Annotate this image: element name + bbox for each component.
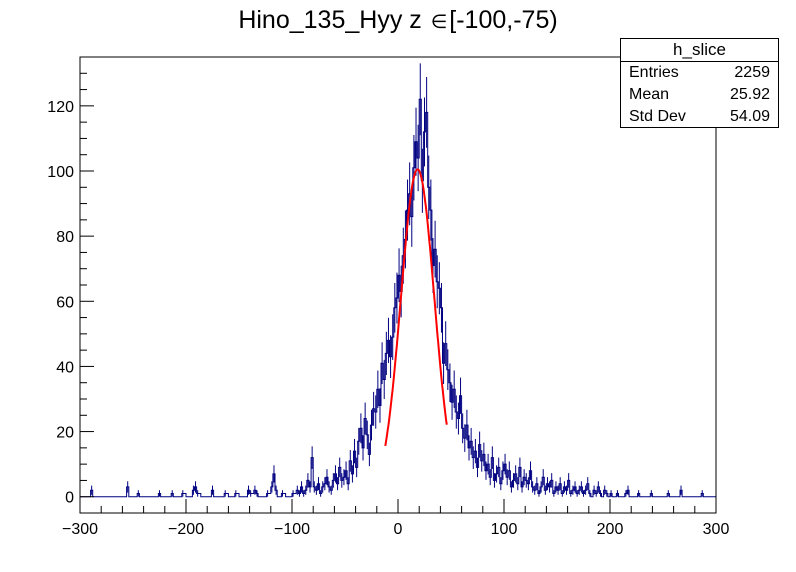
fit-layer	[384, 168, 448, 447]
stats-value: 54.09	[729, 108, 770, 125]
stats-row-stddev: Std Dev 54.09	[621, 106, 778, 128]
stats-value: 25.92	[729, 86, 770, 103]
axes-layer: −300 −200 −100 0 100 200 300 0 20 40 60 80 100 120	[47, 56, 730, 538]
y-tick-label: 120	[47, 99, 74, 116]
stats-value: 2259	[734, 64, 770, 81]
stats-row-entries: Entries 2259	[621, 62, 778, 84]
histogram-outline	[80, 98, 716, 498]
x-tick-label: 200	[597, 521, 624, 538]
y-tick-label: 100	[47, 164, 74, 181]
stats-label: Mean	[629, 86, 670, 103]
chart-title-symbol: ∈	[430, 11, 448, 33]
stats-box: h_slice Entries 2259 Mean 25.92 Std Dev …	[620, 38, 779, 128]
x-tick-label: −300	[62, 521, 98, 538]
x-tick-label: −100	[274, 521, 310, 538]
fit-curve	[384, 168, 448, 447]
x-tick-label: 0	[394, 521, 403, 538]
x-tick-label: 100	[491, 521, 518, 538]
stats-label: Entries	[629, 64, 679, 81]
stats-label: Std Dev	[629, 108, 686, 125]
chart-title-range: [-100,-75)	[449, 6, 558, 34]
x-tick-label: 300	[703, 521, 730, 538]
stats-row-mean: Mean 25.92	[621, 84, 778, 106]
chart-title-main: Hino_135_Hyy z	[238, 6, 422, 34]
y-tick-label: 0	[65, 490, 74, 507]
y-tick-label: 60	[56, 294, 74, 311]
stats-title: h_slice	[621, 39, 778, 62]
y-tick-label: 40	[56, 359, 74, 376]
histogram-layer	[80, 63, 716, 498]
y-tick-label: 20	[56, 425, 74, 442]
y-tick-label: 80	[56, 229, 74, 246]
chart-title: Hino_135_Hyy z ∈[-100,-75)	[0, 6, 796, 35]
x-tick-label: −200	[168, 521, 204, 538]
